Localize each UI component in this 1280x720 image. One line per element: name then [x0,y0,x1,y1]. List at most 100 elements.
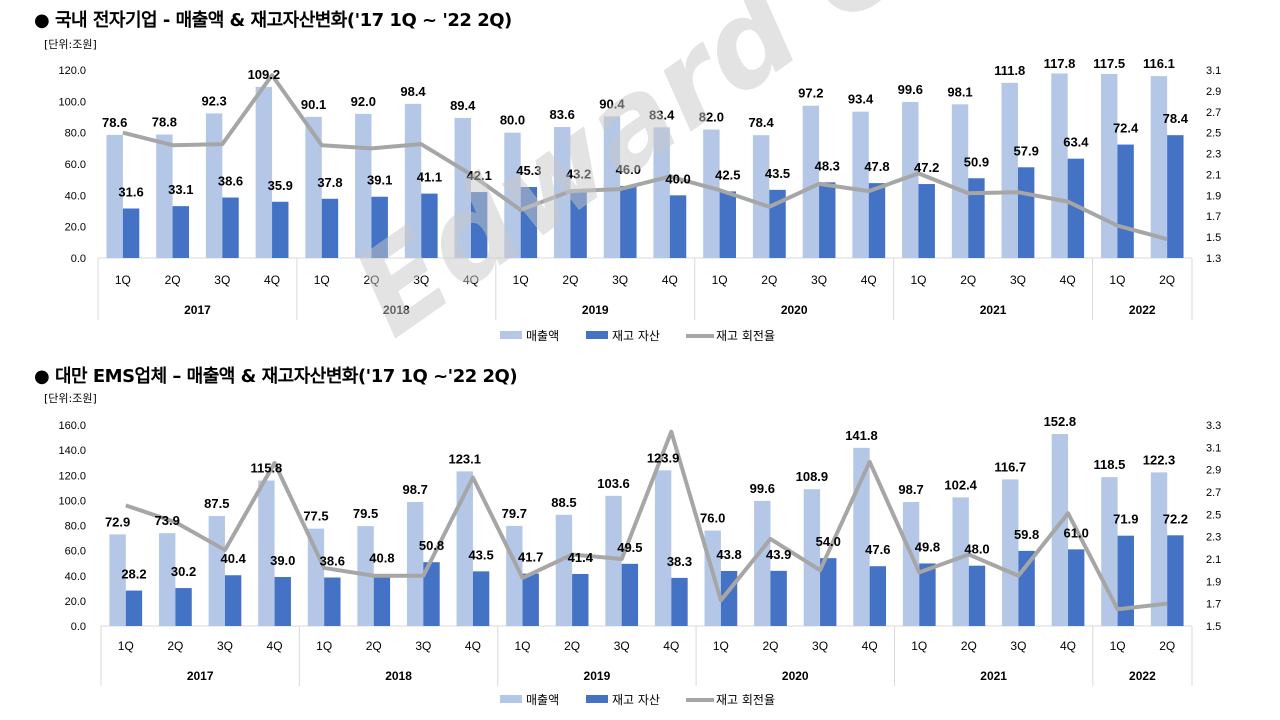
inventory-bar [1167,135,1184,258]
inventory-value-label: 39.1 [367,173,392,188]
sales-value-label: 103.6 [597,476,630,491]
turnover-line [125,429,1168,612]
sales-value-label: 123.1 [448,451,481,466]
legend-sales-swatch [500,695,522,703]
x-axis-quarter-label: 4Q [267,639,283,653]
sales-value-label: 78.6 [102,115,127,130]
sales-bar [902,502,920,626]
inventory-bar [470,192,488,258]
inventory-bar [421,193,438,258]
inventory-bar [1067,158,1085,258]
x-axis-quarter-label: 1Q [911,639,927,653]
sales-bar [1100,73,1118,259]
inventory-bar [869,566,887,626]
y-axis-tick: 20.0 [65,596,86,608]
sales-value-label: 76.0 [700,511,725,526]
sales-bar [258,480,275,626]
sales-bar [208,516,225,626]
y-axis-tick: 120.0 [58,470,86,482]
legend-sales-swatch [500,331,522,339]
y2-axis-tick: 1.9 [1206,190,1221,202]
y-axis-tick: 80.0 [65,128,86,140]
x-axis-quarter-label: 4Q [1060,273,1076,287]
inventory-value-label: 43.8 [716,547,741,562]
inventory-bar [222,197,239,258]
y2-axis-tick: 2.1 [1206,554,1221,566]
sales-bar [1150,472,1168,626]
sales-bar [951,104,969,258]
sales-value-label: 111.8 [994,63,1025,78]
inventory-value-label: 38.3 [667,554,692,569]
inventory-value-label: 41.1 [417,170,442,185]
x-axis-quarter-label: 3Q [413,273,429,287]
y-axis-tick: 40.0 [65,190,86,202]
inventory-value-label: 41.7 [518,550,543,565]
sales-value-label: 88.5 [551,495,576,510]
x-axis-year-label: 2019 [584,669,611,683]
inventory-value-label: 35.9 [268,178,293,193]
y2-axis-tick: 3.1 [1206,65,1221,77]
x-axis-quarter-label: 4Q [264,273,280,287]
sales-bar [307,528,325,626]
inventory-value-label: 39.0 [270,553,295,568]
sales-value-label: 118.5 [1094,457,1126,472]
sales-bar [654,470,672,626]
sales-bar [853,447,870,626]
inventory-value-label: 31.6 [118,184,143,199]
sales-value-label: 92.3 [201,93,226,108]
x-axis-quarter-label: 2Q [961,639,977,653]
sales-value-label: 141.8 [845,428,878,443]
inventory-bar [122,208,140,258]
x-axis-year-label: 2018 [383,303,410,317]
inventory-value-label: 43.9 [766,547,791,562]
sales-bar [653,127,670,258]
sales-bar [605,495,622,626]
sales-bar [109,534,126,626]
x-axis-quarter-label: 1Q [1109,273,1125,287]
sales-value-label: 98.1 [947,84,972,99]
inventory-value-label: 50.8 [419,538,444,553]
x-axis-quarter-label: 4Q [1060,639,1076,653]
inventory-bar [669,195,687,258]
sales-bar [902,101,919,259]
inventory-value-label: 61.0 [1064,525,1089,540]
inventory-value-label: 40.4 [221,551,247,566]
sales-bar [305,116,322,259]
sales-bar [1001,82,1018,258]
inventory-value-label: 48.0 [964,542,989,557]
inventory-bar [819,182,836,258]
inventory-value-label: 47.6 [865,542,890,557]
inventory-bar [1068,549,1085,626]
x-axis-quarter-label: 2Q [762,639,778,653]
inventory-value-label: 40.0 [665,171,690,186]
x-axis-quarter-label: 4Q [465,639,481,653]
x-axis-quarter-label: 1Q [515,639,531,653]
x-axis-quarter-label: 1Q [115,273,131,287]
sales-value-label: 108.9 [796,469,829,484]
inventory-value-label: 49.5 [617,540,642,555]
sales-value-label: 99.6 [898,82,923,97]
inventory-bar [175,588,192,626]
y-axis-tick: 140.0 [58,445,86,457]
x-axis-quarter-label: 1Q [1110,639,1126,653]
legend-sales-label: 매출액 [526,693,559,707]
sales-value-label: 97.2 [798,86,823,101]
y2-axis-tick: 2.9 [1206,86,1221,98]
x-axis-year-label: 2019 [582,303,609,317]
y-axis-tick: 100.0 [58,495,86,507]
inventory-bar [1167,535,1184,626]
inventory-bar [570,190,587,258]
legend-inventory-label: 재고 자산 [612,693,660,707]
sales-bar [852,111,869,258]
inventory-bar [321,198,339,258]
x-axis-quarter-label: 4Q [861,273,877,287]
sales-bar [159,533,176,626]
inventory-bar [522,573,539,626]
sales-bar [504,132,521,258]
x-axis-year-label: 2017 [187,669,214,683]
inventory-value-label: 78.4 [1163,111,1189,126]
inventory-bar [172,206,190,258]
sales-value-label: 102.4 [944,477,977,492]
y-axis-tick: 160.0 [58,420,86,432]
